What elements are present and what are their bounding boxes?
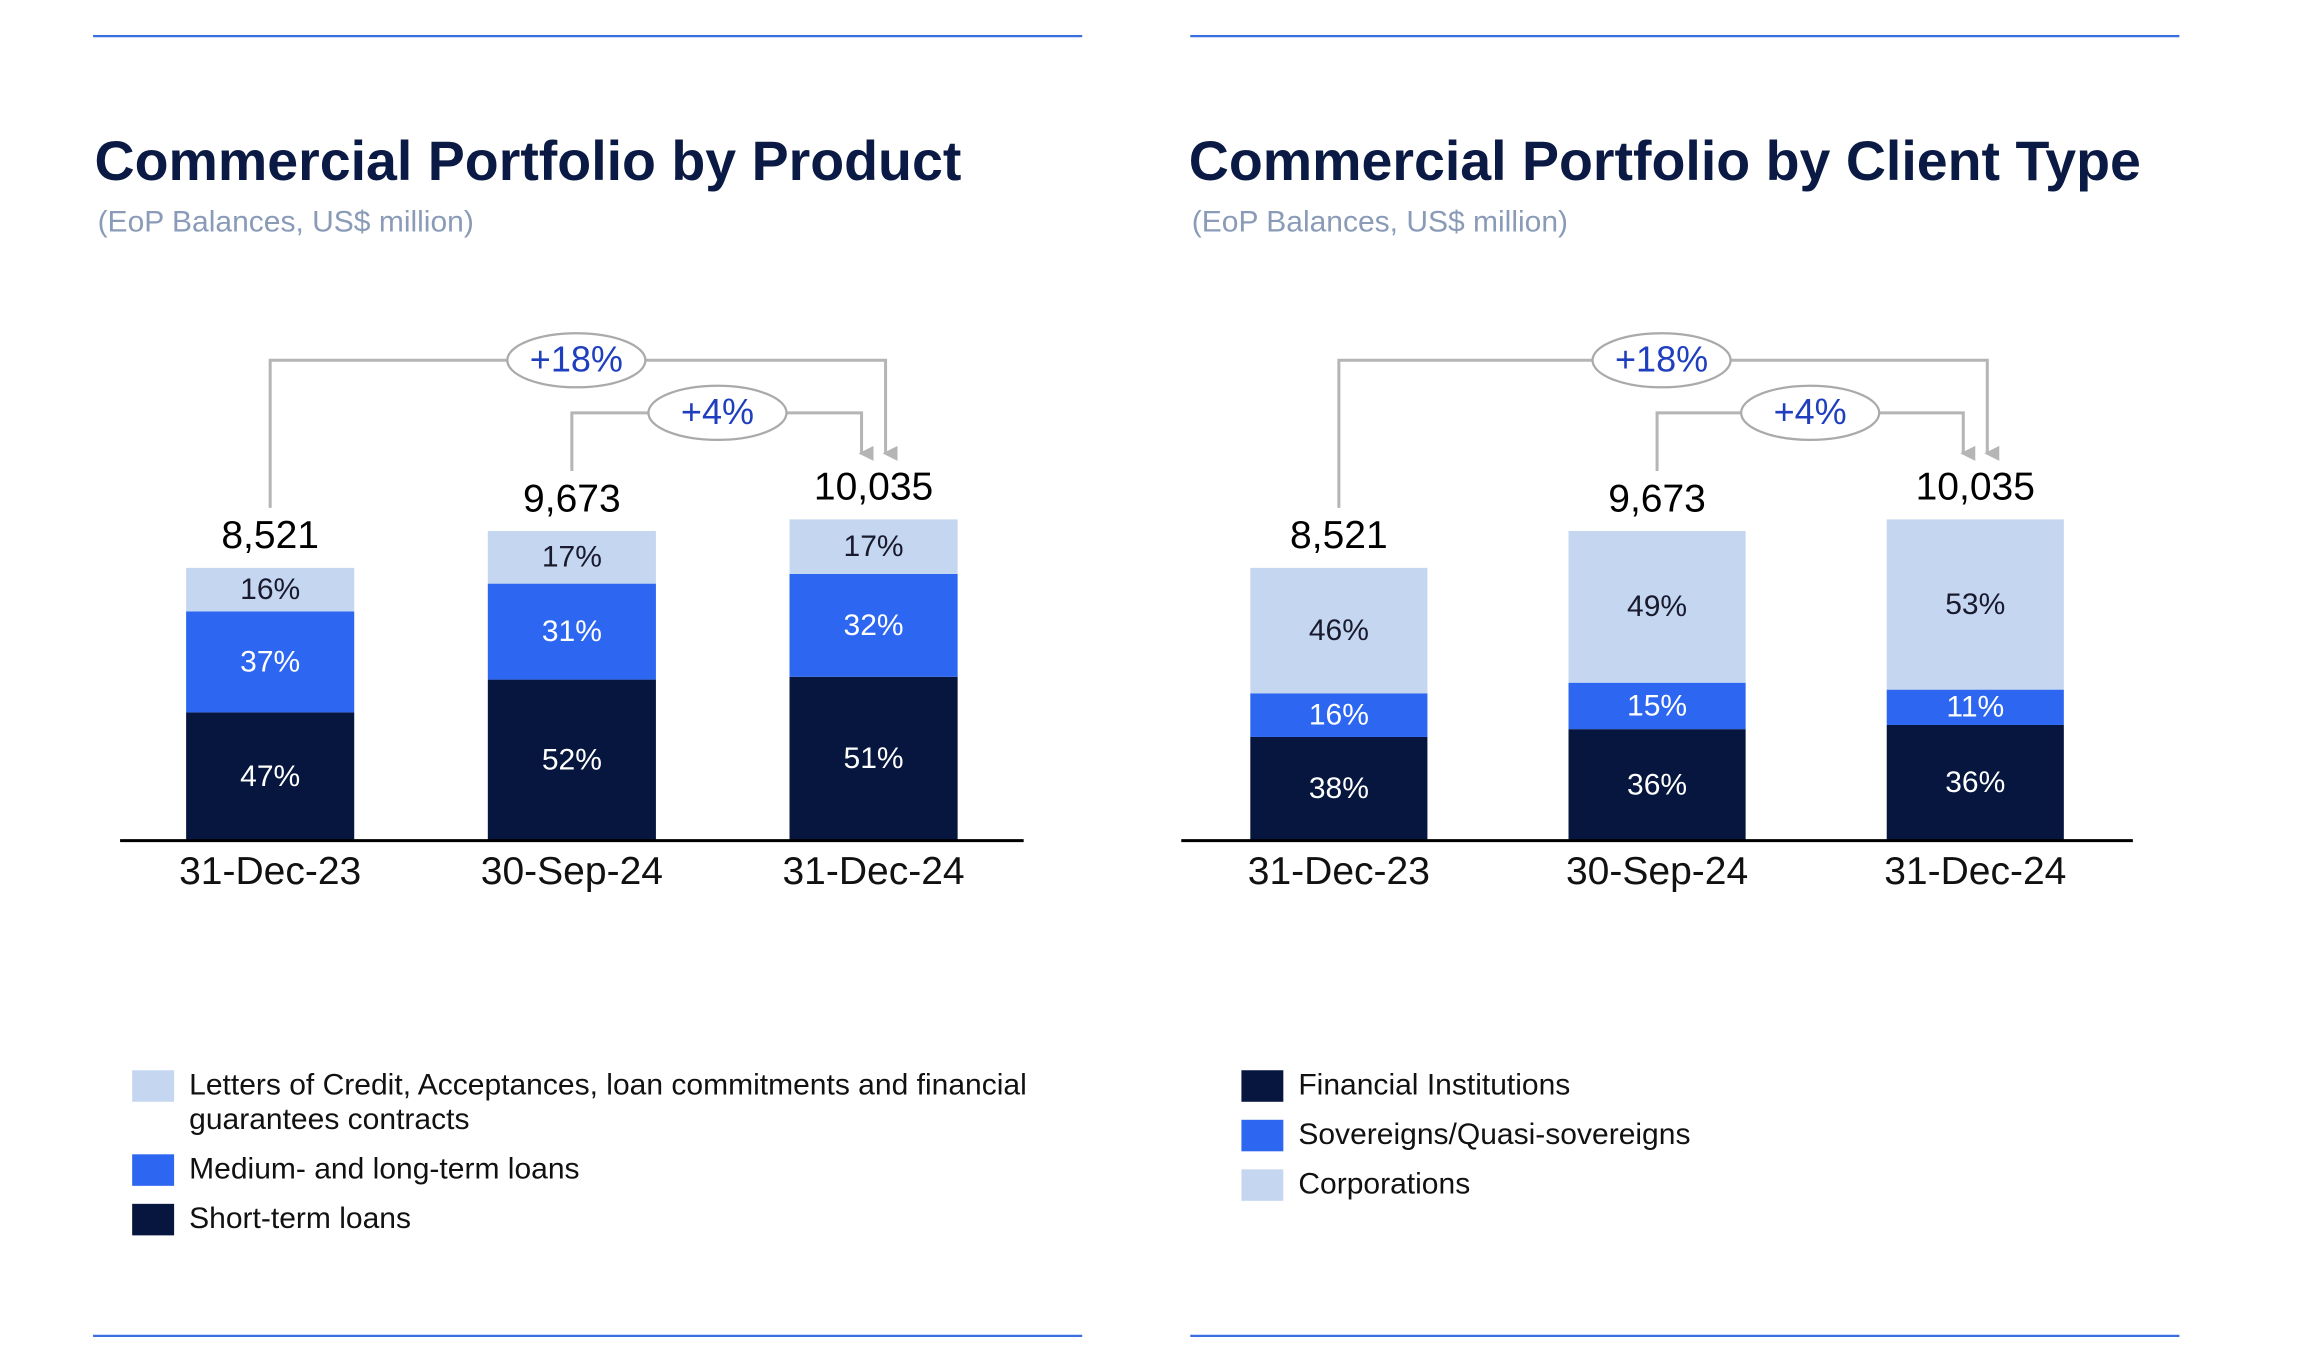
bar-segment <box>487 679 656 841</box>
legend-swatch <box>132 1070 175 1102</box>
segment-label: 51% <box>844 742 904 775</box>
segment-label: 31% <box>542 615 602 648</box>
legend-item: Medium- and long-term loans <box>132 1153 1093 1188</box>
legend: Financial Institutions Sovereigns/Quasi-s… <box>1241 1069 2142 1203</box>
segment-label: 36% <box>1627 768 1687 801</box>
legend-label: Letters of Credit, Acceptances, loan com… <box>189 1068 1027 1137</box>
bar-segment <box>487 530 656 584</box>
x-tick-label: 31-Dec-24 <box>782 850 964 893</box>
legend-item: Letters of Credit, Acceptances, loan com… <box>132 1069 1093 1138</box>
legend-swatch <box>1241 1070 1284 1102</box>
bar-segment <box>789 676 958 841</box>
legend-swatch <box>132 1203 175 1236</box>
bar-segment <box>789 574 958 677</box>
legend-box: Letters of Credit, Acceptances, loan com… <box>132 1069 1093 1237</box>
bar-segment <box>1250 693 1428 737</box>
total-label: 10,035 <box>1916 466 2035 509</box>
x-tick-label: 31-Dec-23 <box>1248 850 1430 893</box>
legend-label: Short-term loans <box>189 1202 412 1236</box>
segment-label: 11% <box>1946 691 2004 724</box>
bar-segment <box>1886 519 2064 690</box>
bar-segment <box>1250 567 1428 694</box>
legend-item: Corporations <box>1241 1168 2142 1203</box>
growth-bubble <box>1591 332 1732 389</box>
bar-segment <box>186 611 355 713</box>
legend-swatch <box>132 1154 175 1186</box>
segment-label: 32% <box>844 609 904 642</box>
segment-label: 16% <box>240 573 300 606</box>
growth-label: +4% <box>1774 391 1847 432</box>
growth-label: +4% <box>681 391 754 432</box>
segment-label: 38% <box>1309 772 1369 805</box>
legend-item: Short-term loans <box>132 1202 1093 1237</box>
segment-label: 52% <box>542 744 602 777</box>
segment-label: 37% <box>240 645 300 678</box>
bar-segment <box>1568 682 1746 730</box>
chart-title: Commercial Portfolio by Client Type <box>1189 130 2141 192</box>
bar-segment <box>186 712 355 841</box>
total-label: 9,673 <box>523 477 621 520</box>
x-tick-label: 30-Sep-24 <box>1566 850 1748 893</box>
bar-segment <box>186 567 355 612</box>
total-label: 10,035 <box>814 466 933 509</box>
bar-segment <box>789 519 958 575</box>
legend-label: Financial Institutions <box>1298 1068 1571 1102</box>
growth-label: +18% <box>530 338 623 379</box>
legend-swatch <box>1241 1169 1284 1201</box>
legend-swatch <box>1241 1119 1284 1152</box>
legend-item: Sovereigns/Quasi-sovereigns <box>1241 1118 2142 1153</box>
segment-label: 46% <box>1309 614 1369 647</box>
x-tick-label: 31-Dec-23 <box>179 850 361 893</box>
bar-segment <box>1568 729 1746 841</box>
x-tick-label: 31-Dec-24 <box>1884 850 2066 893</box>
segment-label: 17% <box>542 541 602 574</box>
bar-segment <box>1250 736 1428 841</box>
legend-label: Medium- and long-term loans <box>189 1152 580 1186</box>
segment-label: 53% <box>1945 588 2005 621</box>
total-label: 8,521 <box>1290 514 1388 557</box>
legend: Letters of Credit, Acceptances, loan com… <box>132 1069 1093 1237</box>
x-tick-label: 30-Sep-24 <box>481 850 663 893</box>
bar-segment <box>1886 689 2064 725</box>
bar-segment <box>487 583 656 680</box>
legend-box: Financial Institutions Sovereigns/Quasi-s… <box>1241 1069 2142 1203</box>
chart-subtitle: (EoP Balances, US$ million) <box>1192 206 1568 239</box>
bar-segment <box>1568 530 1746 683</box>
segment-label: 36% <box>1945 766 2005 799</box>
legend-label: Sovereigns/Quasi-sovereigns <box>1298 1118 1691 1152</box>
legend-item: Financial Institutions <box>1241 1069 2142 1104</box>
segment-label: 17% <box>844 530 904 563</box>
legend-label: Corporations <box>1298 1167 1471 1201</box>
segment-label: 49% <box>1627 590 1687 623</box>
total-label: 9,673 <box>1608 477 1706 520</box>
segment-label: 16% <box>1309 699 1369 732</box>
bar-segment <box>1886 724 2064 841</box>
chart-title: Commercial Portfolio by Product <box>95 130 962 192</box>
growth-bubble <box>647 384 788 441</box>
total-label: 8,521 <box>221 514 319 557</box>
segment-label: 15% <box>1627 689 1687 722</box>
growth-bubble <box>1740 384 1881 441</box>
chart-subtitle: (EoP Balances, US$ million) <box>98 206 474 239</box>
growth-bubble <box>506 332 647 389</box>
segment-label: 47% <box>240 760 300 793</box>
growth-label: +18% <box>1615 338 1708 379</box>
